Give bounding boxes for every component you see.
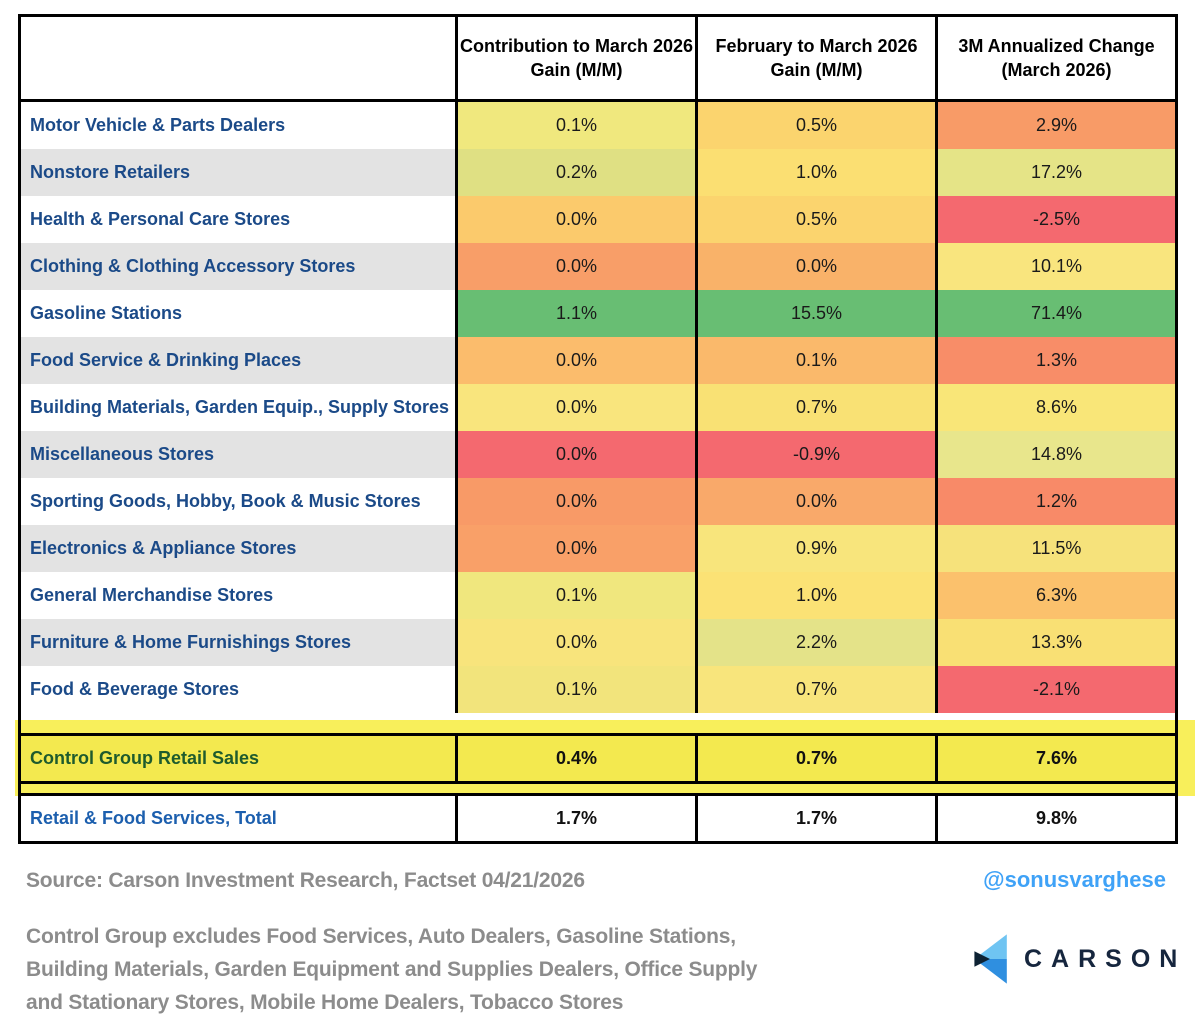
table-row: Furniture & Home Furnishings Stores 0.0% 2… [19,619,1177,666]
row-label: Gasoline Stations [19,290,457,337]
value-cell: -2.1% [935,666,1177,713]
control-group-note: Control Group excludes Food Services, Au… [26,920,757,1019]
value-cell: 2.9% [935,100,1177,149]
value-cell: 71.4% [935,290,1177,337]
carson-wordmark: CARSON [1024,944,1187,973]
value-cell: 1.2% [935,478,1177,525]
row-label: Motor Vehicle & Parts Dealers [19,100,457,149]
table-row: Sporting Goods, Hobby, Book & Music Stor… [19,478,1177,525]
value-cell: 1.7% [695,793,937,843]
note-line: Control Group excludes Food Services, Au… [26,925,736,948]
value-cell: 9.8% [935,793,1177,843]
value-cell: 1.1% [455,290,697,337]
value-cell: 14.8% [935,431,1177,478]
row-label: Health & Personal Care Stores [19,196,457,243]
retail-sales-heatmap-table: Contribution to March 2026 Gain (M/M) Fe… [18,14,1178,844]
table-row: Electronics & Appliance Stores 0.0% 0.9% 11… [19,525,1177,572]
value-cell: -2.5% [935,196,1177,243]
value-cell: 13.3% [935,619,1177,666]
value-cell: 8.6% [935,384,1177,431]
table-row: Gasoline Stations 1.1% 15.5% 71.4% [19,290,1177,337]
table-row: Nonstore Retailers 0.2% 1.0% 17.2% [19,149,1177,196]
row-label: Control Group Retail Sales [19,733,457,784]
value-cell: 0.1% [455,100,697,149]
value-cell: 0.0% [455,431,697,478]
total-row: Retail & Food Services, Total 1.7% 1.7% … [19,793,1177,843]
value-cell: 0.4% [455,733,697,784]
table-row: Clothing & Clothing Accessory Stores 0.0%… [19,243,1177,290]
row-label: Furniture & Home Furnishings Stores [19,619,457,666]
value-cell: 2.2% [695,619,937,666]
column-header-3m-annualized: 3M Annualized Change (March 2026) [935,15,1177,102]
value-cell: 10.1% [935,243,1177,290]
value-cell: 0.7% [695,666,937,713]
carson-logo-icon [974,934,1007,984]
value-cell: 0.0% [455,243,697,290]
value-cell: 0.2% [455,149,697,196]
table-row: Building Materials, Garden Equip., Suppl… [19,384,1177,431]
value-cell: 0.7% [695,733,937,784]
note-line: Building Materials, Garden Equipment and… [26,958,758,981]
value-cell: 0.7% [695,384,937,431]
table-row: Food Service & Drinking Places 0.0% 0.1% 1.… [19,337,1177,384]
value-cell: 1.3% [935,337,1177,384]
row-label: Nonstore Retailers [19,149,457,196]
source-text: Source: Carson Investment Research, Fact… [26,869,585,892]
carson-logo: CARSON [972,932,1186,986]
value-cell: 1.7% [455,793,697,843]
value-cell: 0.0% [455,196,697,243]
value-cell: 0.0% [455,525,697,572]
table-row: General Merchandise Stores 0.1% 1.0% 6.3% [19,572,1177,619]
value-cell: 1.0% [695,149,937,196]
value-cell: 0.0% [695,243,937,290]
row-label: Miscellaneous Stores [19,431,457,478]
value-cell: 0.1% [455,572,697,619]
spacer-row [20,783,1177,795]
corner-cell [19,15,457,102]
value-cell: 0.0% [455,337,697,384]
row-label: Electronics & Appliance Stores [19,525,457,572]
value-cell: 7.6% [935,733,1177,784]
column-header-contribution: Contribution to March 2026 Gain (M/M) [455,15,697,102]
twitter-handle: @sonusvarghese [983,867,1166,892]
spacer-row [20,713,1177,735]
row-label: Food & Beverage Stores [19,666,457,713]
table-row: Health & Personal Care Stores 0.0% 0.5% -2.… [19,196,1177,243]
value-cell: 0.9% [695,525,937,572]
row-label: Retail & Food Services, Total [19,793,457,843]
value-cell: 0.5% [695,100,937,149]
value-cell: 0.1% [455,666,697,713]
value-cell: 0.0% [455,619,697,666]
value-cell: 17.2% [935,149,1177,196]
value-cell: 0.0% [455,384,697,431]
value-cell: 0.0% [695,478,937,525]
header-row: Contribution to March 2026 Gain (M/M) Fe… [19,15,1177,102]
value-cell: 11.5% [935,525,1177,572]
row-label: General Merchandise Stores [19,572,457,619]
value-cell: 1.0% [695,572,937,619]
note-line: and Stationary Stores, Mobile Home Deale… [26,991,624,1014]
row-label: Food Service & Drinking Places [19,337,457,384]
value-cell: 0.0% [455,478,697,525]
row-label: Sporting Goods, Hobby, Book & Music Stor… [19,478,457,525]
row-label: Clothing & Clothing Accessory Stores [19,243,457,290]
value-cell: 15.5% [695,290,937,337]
control-group-row: Control Group Retail Sales 0.4% 0.7% 7.6… [19,733,1177,784]
table-row: Food & Beverage Stores 0.1% 0.7% -2.1% [19,666,1177,713]
column-header-mom-gain: February to March 2026 Gain (M/M) [695,15,937,102]
value-cell: 0.1% [695,337,937,384]
value-cell: 6.3% [935,572,1177,619]
table-row: Motor Vehicle & Parts Dealers 0.1% 0.5% 2.9… [19,100,1177,149]
value-cell: -0.9% [695,431,937,478]
row-label: Building Materials, Garden Equip., Suppl… [19,384,457,431]
table-row: Miscellaneous Stores 0.0% -0.9% 14.8% [19,431,1177,478]
value-cell: 0.5% [695,196,937,243]
